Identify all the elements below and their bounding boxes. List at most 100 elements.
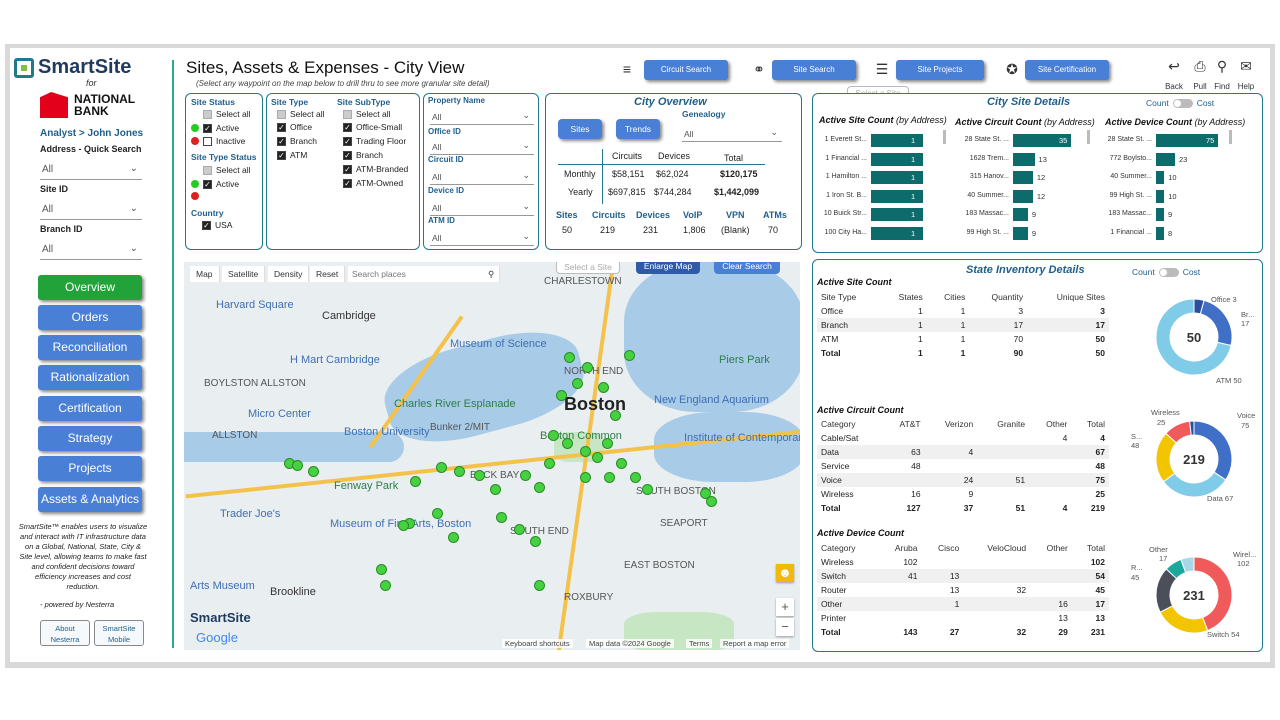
column-header[interactable]: Total [1071,417,1109,431]
column-header[interactable]: Verizon [924,417,978,431]
column-header[interactable]: Other [1029,417,1072,431]
street-view-icon[interactable]: ☻ [776,564,794,582]
site-type-status-select-all[interactable]: Select all [191,165,251,175]
bar-row[interactable]: 183 Massac... 9 [965,208,1071,221]
bar[interactable] [1013,208,1028,221]
about-nesterra-button[interactable]: About Nesterra [40,620,90,646]
site-pin[interactable] [496,512,507,523]
site-pin[interactable] [610,410,621,421]
column-header[interactable]: Cities [926,290,970,304]
bar-row[interactable]: 1628 Trem... 13 [970,152,1071,166]
scrollbar[interactable] [1087,130,1090,144]
column-header[interactable]: Other [1030,541,1072,555]
bar-row[interactable]: 28 State St. ... 35 [965,134,1071,147]
table-row[interactable]: Data 63 4 67 [817,445,1109,459]
bar-row[interactable]: 772 Boylsto... 23 [1110,152,1218,166]
bar-row[interactable]: 10 Buick Str... 1 [824,208,923,221]
bar[interactable] [871,226,923,240]
map-tab-map[interactable]: Map [190,266,220,282]
bar-row[interactable]: 40 Summer... 12 [967,189,1071,203]
keyboard-shortcuts-link[interactable]: Keyboard shortcuts [502,639,573,648]
subtype-atm-branded[interactable]: ✓ ATM-Branded [343,164,409,174]
donut-slice[interactable] [1189,420,1195,436]
back-tool[interactable]: ↩ Back [1162,58,1186,94]
site-search-button[interactable]: Site Search [772,60,856,80]
address-filter-select[interactable]: All ⌄ [40,160,142,180]
genealogy-select[interactable]: All ⌄ [682,124,782,142]
site-type-select-all[interactable]: Select all [277,109,325,119]
site-pin[interactable] [616,458,627,469]
bar-row[interactable]: 1 Financial ... 1 [825,152,923,166]
bar-row[interactable]: 99 High St. ... 9 [967,226,1071,240]
site-status-active[interactable]: ✓ Active [191,123,239,133]
table-row[interactable]: Total 127 37 51 4 219 [817,501,1109,515]
bar[interactable] [1156,226,1164,240]
circuit-id-select[interactable]: All ⌄ [430,167,534,185]
site-pin[interactable] [410,476,421,487]
map-tab-density[interactable]: Density [268,266,310,282]
site-type-status-active[interactable]: ✓ Active [191,179,239,189]
donut-slice[interactable] [1155,298,1232,376]
bar-row[interactable]: 1 Hamilton ... 1 [826,171,923,184]
table-row[interactable]: Switch 41 13 54 [817,569,1109,583]
circuit-search-button[interactable]: Circuit Search [644,60,728,80]
device-id-select[interactable]: All ⌄ [430,198,534,216]
column-header[interactable]: Granite [977,417,1030,431]
donut-slice[interactable] [1180,556,1195,574]
column-header[interactable]: VeloCloud [963,541,1031,555]
site-pin[interactable] [604,472,615,483]
nav-overview-button[interactable]: Overview [38,275,142,300]
table-row[interactable]: Service 48 48 [817,459,1109,473]
site-pin[interactable] [548,430,559,441]
site-pin[interactable] [376,564,387,575]
table-row[interactable]: Total 143 27 32 29 231 [817,625,1109,639]
smartsite-mobile-button[interactable]: SmartSite Mobile [94,620,144,646]
bar-row[interactable]: 1 Financial ... 8 [1110,226,1218,240]
inventory-count-cost-toggle[interactable]: Count Cost [1132,267,1201,277]
subtype-office-small[interactable]: ✓ Office-Small [343,122,403,132]
site-status-inactive[interactable]: Inactive [191,136,245,146]
country-usa[interactable]: ✓ USA [202,220,233,230]
trends-button[interactable]: Trends [616,119,660,139]
table-row[interactable]: Branch 1 1 17 17 [817,318,1109,332]
site-type-office[interactable]: ✓ Office [277,122,313,132]
donut-slice[interactable] [1159,605,1209,634]
site-pin[interactable] [602,438,613,449]
nav-assets-analytics-button[interactable]: Assets & Analytics [38,487,142,512]
map-select-site-button[interactable]: Select a Site [556,262,620,274]
terms-link[interactable]: Terms [686,639,713,648]
site-pin[interactable] [448,532,459,543]
column-header[interactable]: Total [1071,541,1109,555]
bar-row[interactable]: 1 Iron St. B... 1 [826,189,923,203]
scrollbar[interactable] [943,130,946,144]
table-row[interactable]: Cable/Sat 4 4 [817,431,1109,445]
subtype-select-all[interactable]: Select all [343,109,391,119]
table-row[interactable]: Printer 13 13 [817,611,1109,625]
bar-row[interactable]: 1 Everett St... 1 [825,134,923,147]
bar[interactable] [1013,171,1033,184]
bar[interactable] [871,208,923,221]
subtype-trading-floor[interactable]: ✓ Trading Floor [343,136,407,146]
toggle-switch[interactable] [1158,267,1179,277]
scrollbar[interactable] [1229,130,1232,144]
site-pin[interactable] [490,484,501,495]
property-name-select[interactable]: All ⌄ [430,107,534,125]
site-pin[interactable] [520,470,531,481]
site-id-filter-select[interactable]: All ⌄ [40,200,142,220]
site-pin[interactable] [436,462,447,473]
nav-orders-button[interactable]: Orders [38,305,142,330]
column-header[interactable]: Site Type [817,290,881,304]
site-type-status-red[interactable] [191,192,199,200]
table-row[interactable]: Router 13 32 45 [817,583,1109,597]
office-id-select[interactable]: All ⌄ [430,137,534,155]
site-pin[interactable] [432,508,443,519]
site-pin[interactable] [642,484,653,495]
bar-row[interactable]: 183 Massac... 9 [1108,208,1218,221]
bar[interactable] [1156,152,1175,166]
analyst-breadcrumb[interactable]: Analyst > John Jones [40,128,144,139]
clear-search-button[interactable]: Clear Search [714,262,780,274]
column-header[interactable]: Unique Sites [1027,290,1109,304]
site-pin[interactable] [530,536,541,547]
table-row[interactable]: Office 1 1 3 3 [817,304,1109,318]
bar-row[interactable]: 40 Summer... 10 [1110,171,1218,184]
